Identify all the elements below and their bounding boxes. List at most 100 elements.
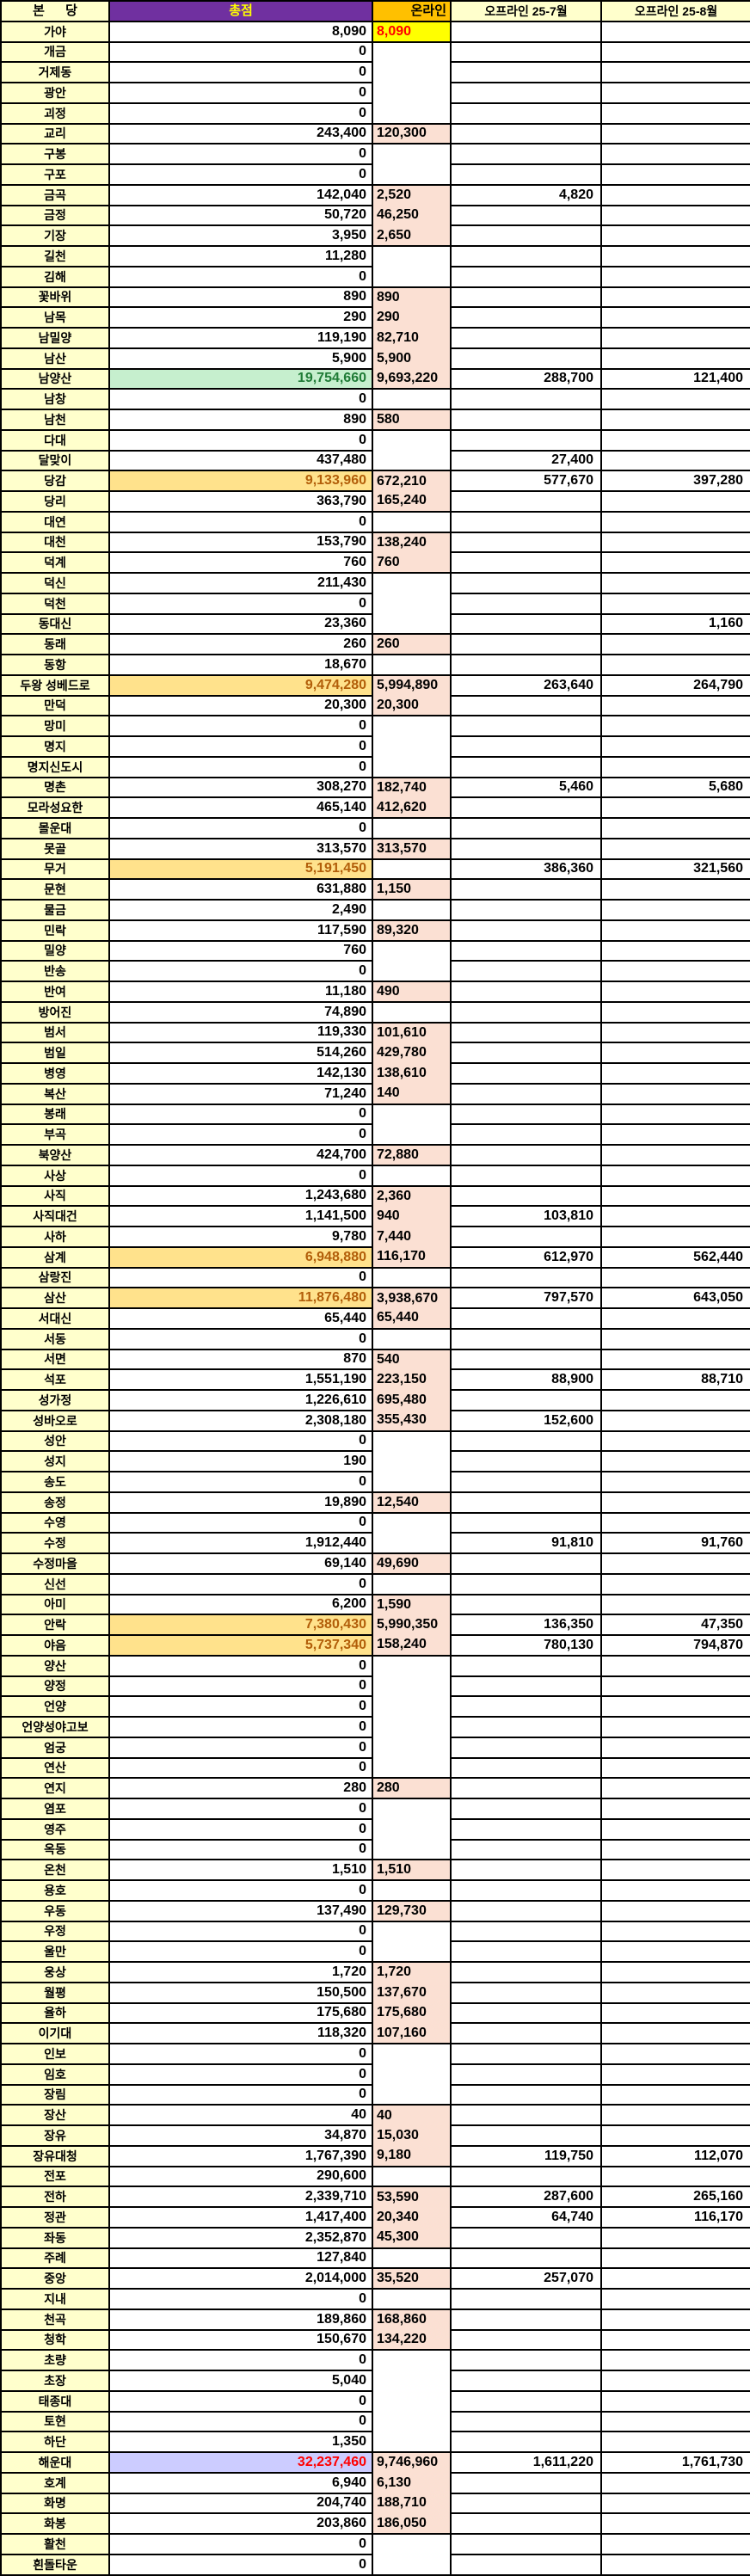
parish-name-cell[interactable]: 지내 (0, 2288, 110, 2310)
total-value-cell[interactable]: 760 (108, 551, 373, 574)
offline-jul-value-cell[interactable] (450, 633, 602, 655)
online-value-cell[interactable]: 540 (372, 1348, 452, 1370)
parish-name-cell[interactable]: 달맞이 (0, 449, 110, 472)
parish-name-cell[interactable]: 방어진 (0, 1000, 110, 1024)
offline-jul-value-cell[interactable] (450, 1042, 602, 1064)
total-value-cell[interactable]: 175,680 (108, 2001, 373, 2025)
offline-jul-value-cell[interactable]: 27,400 (450, 449, 602, 472)
parish-name-cell[interactable]: 병영 (0, 1062, 110, 1085)
offline-aug-value-cell[interactable] (600, 224, 750, 247)
online-value-cell[interactable]: 45,300 (372, 2227, 452, 2248)
total-value-cell[interactable]: 9,133,960 (108, 470, 373, 492)
total-value-cell[interactable]: 0 (108, 1266, 373, 1289)
offline-aug-value-cell[interactable] (600, 2431, 750, 2453)
offline-jul-value-cell[interactable] (450, 2389, 602, 2413)
offline-jul-value-cell[interactable] (450, 245, 602, 267)
offline-jul-value-cell[interactable] (450, 2288, 602, 2310)
online-value-cell[interactable] (372, 736, 452, 757)
total-value-cell[interactable]: 150,500 (108, 1981, 373, 2004)
offline-jul-value-cell[interactable] (450, 265, 602, 288)
parish-name-cell[interactable]: 당리 (0, 490, 110, 513)
offline-jul-value-cell[interactable] (450, 2001, 602, 2025)
total-value-cell[interactable]: 127,840 (108, 2247, 373, 2270)
online-value-cell[interactable]: 695,480 (372, 1390, 452, 1411)
parish-name-cell[interactable]: 동항 (0, 654, 110, 676)
total-value-cell[interactable]: 189,860 (108, 2308, 373, 2331)
total-value-cell[interactable]: 40 (108, 2104, 373, 2126)
parish-name-cell[interactable]: 초량 (0, 2349, 110, 2371)
offline-aug-value-cell[interactable] (600, 265, 750, 288)
total-value-cell[interactable]: 117,590 (108, 919, 373, 942)
parish-name-cell[interactable]: 우정 (0, 1920, 110, 1943)
online-value-cell[interactable] (372, 1572, 452, 1595)
col-header-online[interactable]: 온라인 (372, 0, 452, 22)
offline-jul-value-cell[interactable] (450, 1164, 602, 1187)
offline-aug-value-cell[interactable] (600, 1042, 750, 1064)
offline-aug-value-cell[interactable] (600, 2492, 750, 2515)
offline-jul-value-cell[interactable] (450, 1226, 602, 1248)
offline-aug-value-cell[interactable] (600, 2308, 750, 2331)
parish-name-cell[interactable]: 남양산 (0, 367, 110, 390)
offline-jul-value-cell[interactable] (450, 1307, 602, 1330)
offline-jul-value-cell[interactable] (450, 2063, 602, 2086)
offline-jul-value-cell[interactable] (450, 2349, 602, 2371)
parish-name-cell[interactable]: 명촌 (0, 776, 110, 799)
total-value-cell[interactable]: 71,240 (108, 1082, 373, 1105)
online-value-cell[interactable] (372, 817, 452, 839)
offline-aug-value-cell[interactable] (600, 960, 750, 982)
total-value-cell[interactable]: 0 (108, 2410, 373, 2433)
offline-aug-value-cell[interactable] (600, 633, 750, 655)
online-value-cell[interactable] (372, 2390, 452, 2412)
online-value-cell[interactable]: 5,990,350 (372, 1614, 452, 1635)
total-value-cell[interactable]: 0 (108, 1879, 373, 1902)
offline-aug-value-cell[interactable] (600, 1899, 750, 1922)
offline-jul-value-cell[interactable] (450, 224, 602, 247)
total-value-cell[interactable]: 9,474,280 (108, 673, 373, 697)
online-value-cell[interactable]: 429,780 (372, 1042, 452, 1063)
offline-jul-value-cell[interactable] (450, 694, 602, 717)
total-value-cell[interactable]: 363,790 (108, 490, 373, 513)
offline-jul-value-cell[interactable] (450, 551, 602, 574)
parish-name-cell[interactable]: 범일 (0, 1042, 110, 1064)
parish-name-cell[interactable]: 석포 (0, 1368, 110, 1391)
offline-aug-value-cell[interactable] (600, 101, 750, 125)
online-value-cell[interactable]: 7,440 (372, 1227, 452, 1247)
online-value-cell[interactable]: 280 (372, 1777, 452, 1798)
parish-name-cell[interactable]: 금곡 (0, 183, 110, 206)
offline-jul-value-cell[interactable] (450, 1348, 602, 1371)
parish-name-cell[interactable]: 전하 (0, 2186, 110, 2208)
online-value-cell[interactable] (372, 572, 452, 593)
offline-aug-value-cell[interactable] (600, 2349, 750, 2371)
online-value-cell[interactable]: 940 (372, 1206, 452, 1227)
parish-name-cell[interactable]: 모라성요한 (0, 796, 110, 819)
online-value-cell[interactable] (372, 858, 452, 880)
offline-aug-value-cell[interactable] (600, 1307, 750, 1330)
parish-name-cell[interactable]: 성바오로 (0, 1409, 110, 1432)
total-value-cell[interactable]: 290,600 (108, 2165, 373, 2188)
offline-aug-value-cell[interactable] (600, 796, 750, 819)
col-header-parish[interactable]: 본 당 (0, 0, 110, 22)
offline-aug-value-cell[interactable] (600, 1450, 750, 1472)
offline-jul-value-cell[interactable] (450, 1429, 602, 1453)
total-value-cell[interactable]: 0 (108, 2349, 373, 2371)
offline-jul-value-cell[interactable] (450, 163, 602, 186)
offline-aug-value-cell[interactable]: 5,680 (600, 776, 750, 799)
online-value-cell[interactable]: 260 (372, 633, 452, 655)
parish-name-cell[interactable]: 김해 (0, 265, 110, 288)
parish-name-cell[interactable]: 사직 (0, 1184, 110, 1208)
total-value-cell[interactable]: 50,720 (108, 204, 373, 227)
online-value-cell[interactable] (372, 2533, 452, 2554)
online-value-cell[interactable]: 313,570 (372, 837, 452, 859)
total-value-cell[interactable]: 0 (108, 1429, 373, 1453)
online-value-cell[interactable]: 3,938,670 (372, 1287, 452, 1308)
online-value-cell[interactable]: 46,250 (372, 205, 452, 226)
offline-jul-value-cell[interactable] (450, 2328, 602, 2352)
offline-aug-value-cell[interactable] (600, 306, 750, 329)
total-value-cell[interactable]: 19,754,660 (108, 367, 373, 390)
total-value-cell[interactable]: 243,400 (108, 122, 373, 145)
online-value-cell[interactable]: 412,620 (372, 797, 452, 818)
online-value-cell[interactable] (372, 2063, 452, 2085)
offline-jul-value-cell[interactable] (450, 654, 602, 676)
offline-aug-value-cell[interactable] (600, 82, 750, 104)
parish-name-cell[interactable]: 광안 (0, 82, 110, 104)
